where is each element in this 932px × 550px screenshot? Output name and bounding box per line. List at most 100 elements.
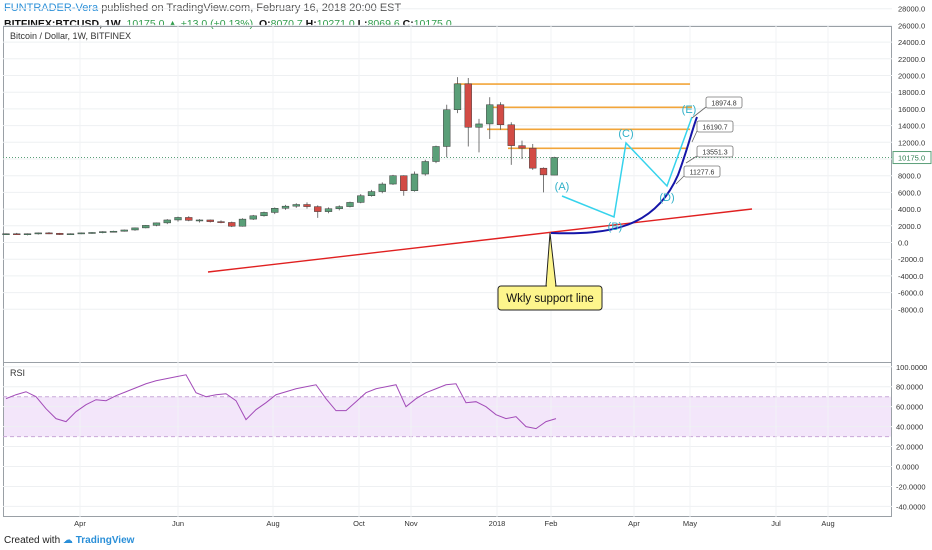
candle-body [23,233,32,235]
candle-body [66,233,75,235]
candle-body [88,232,96,234]
fib-callout-label: 18974.8 [711,101,736,108]
rsi-tick-label: 60.0000 [896,403,923,412]
y-tick-label: 22000.0 [898,55,925,64]
publish-info: published on TradingView.com, February 1… [101,2,402,14]
tradingview-logo-icon: ☁ [62,535,73,546]
close-label: C: [402,18,414,30]
candle-body [142,225,150,229]
fib-callout-leader [685,155,698,164]
candle-body [99,231,107,233]
x-tick-label: Apr [628,519,640,528]
x-tick-label: 2018 [489,519,506,528]
candle-body [324,208,333,212]
candle-body [217,221,225,223]
x-tick-label: Oct [353,519,366,528]
y-tick-label: -2000.0 [898,255,923,264]
candle-body [131,227,139,231]
candle-body [518,145,526,149]
candle-body [357,195,365,203]
candle-body [2,233,10,235]
x-tick-label: Aug [266,519,279,528]
fib-callout-box [705,96,743,109]
y-tick-label: -6000.0 [898,289,923,298]
candle-body [174,217,182,221]
y-tick-label: -8000.0 [898,305,923,314]
low-value: 8069.6 [367,18,400,30]
tradingview-brand[interactable]: TradingView [75,535,135,546]
candle-body [432,146,440,162]
candle-body [238,218,247,227]
wave-projection-line [561,116,693,219]
candle-body [507,124,515,146]
candle-body [249,215,257,220]
high-value: 10271.0 [316,18,355,30]
candle-body [13,233,21,235]
rsi-title: RSI [10,368,26,378]
rsi-line [5,374,557,430]
footer: Created with ☁ TradingView [4,535,134,546]
candle-body [314,206,322,212]
candle-body [109,230,118,233]
candle-body [496,104,505,126]
y-tick-label: 8000.0 [898,172,921,181]
rsi-tick-label: 40.0000 [896,423,923,432]
open-value: 8070.7 [270,18,303,30]
candle-body [475,123,483,128]
candle-body [464,83,472,128]
candle-body [152,222,161,226]
rsi-tick-label: 80.0000 [896,383,923,392]
candle-body [335,206,343,209]
candle-body [550,157,558,176]
fib-callout-label: 13551.3 [702,150,727,157]
fib-callout-box [696,145,734,158]
rsi-tick-label: 20.0000 [896,443,923,452]
x-tick-label: Jun [172,519,184,528]
support-callout-text: Wkly support line [506,293,594,305]
wave-label: (B) [608,221,623,233]
y-tick-label: 12000.0 [898,138,925,147]
close-value: 10175.0 [413,18,452,30]
x-tick-label: Jul [771,519,781,528]
projection-curve [550,116,698,235]
rsi-band [4,396,891,437]
candle-body [303,204,311,207]
candle-body [77,232,85,235]
fib-callout-box [696,120,734,133]
created-with-label: Created with [4,535,61,546]
candle-body [378,183,386,192]
symbol-label: BITFINEX:BTCUSD, 1W [4,18,121,30]
fib-callout-leader [691,106,707,119]
candle-body [195,219,204,222]
candle-body [292,204,300,207]
chart-title: Bitcoin / Dollar, 1W, BITFINEX [10,31,132,41]
open-label: O: [258,18,271,30]
wave-label: (D) [659,192,674,204]
fib-callout-label: 11277.6 [690,170,715,177]
last-price-label: 10175.0 [898,154,925,163]
y-tick-label: -4000.0 [898,272,923,281]
candle-body [45,232,53,235]
y-tick-label: 20000.0 [898,72,925,81]
rsi-panel[interactable] [3,362,892,517]
candle-body [539,167,548,176]
rsi-tick-label: 0.0000 [896,463,919,472]
candle-body [443,109,451,147]
candle-body [281,205,290,209]
author-link[interactable]: FUNTRADER-Vera [4,2,99,14]
wave-label: (E) [682,104,697,116]
y-tick-label: 0.0 [898,239,908,248]
candle-body [389,175,397,185]
candle-body [400,175,408,191]
y-tick-label: 14000.0 [898,122,925,131]
candle-body [410,173,419,191]
support-trendline [207,208,753,273]
fib-callout-label: 16190.7 [702,125,727,132]
wave-label: (A) [555,181,570,193]
candle-body [421,161,429,175]
candle-body [346,202,354,207]
candle-body [206,219,214,222]
candle-body [56,233,64,235]
y-tick-label: 24000.0 [898,38,925,47]
